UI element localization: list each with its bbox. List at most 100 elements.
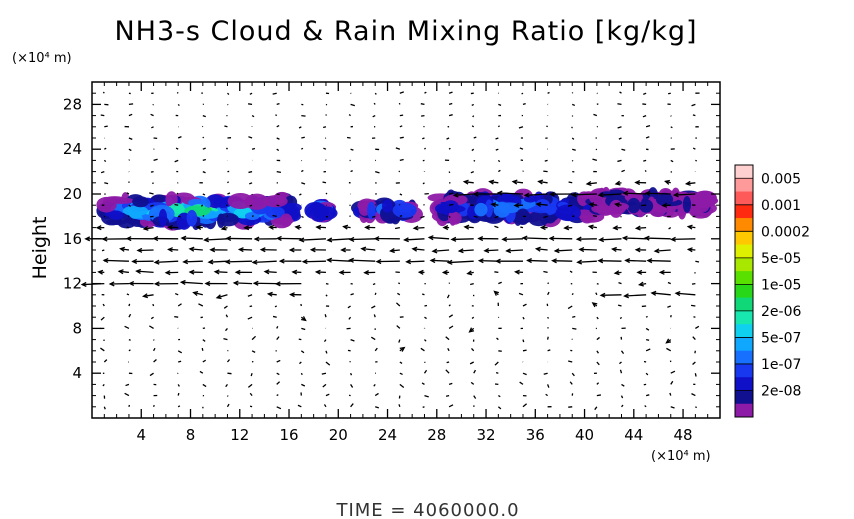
wind-vector-head bbox=[672, 192, 679, 198]
colorbar-swatch bbox=[735, 324, 753, 338]
wind-vector bbox=[620, 350, 625, 354]
cloud-cell-0 bbox=[265, 206, 285, 219]
colorbar-label: 0.005 bbox=[761, 171, 801, 187]
wind-vector-head bbox=[684, 180, 691, 186]
wind-vector bbox=[498, 192, 524, 195]
wind-vector-head bbox=[288, 247, 295, 253]
wind-vector-head bbox=[363, 270, 370, 276]
wind-vector-head bbox=[192, 291, 199, 296]
wind-vector-head bbox=[128, 280, 135, 287]
wind-vector-head bbox=[225, 235, 232, 242]
wind-vector bbox=[100, 114, 105, 117]
wind-vector bbox=[621, 383, 625, 387]
wind-vector bbox=[374, 292, 377, 296]
wind-vector-head bbox=[166, 224, 173, 230]
wind-vector bbox=[617, 304, 622, 307]
wind-vector bbox=[177, 103, 180, 107]
wind-vector bbox=[670, 380, 674, 385]
wind-vector-head bbox=[462, 179, 469, 185]
wind-vector bbox=[276, 406, 282, 410]
wind-vector bbox=[671, 238, 696, 241]
wind-vector bbox=[350, 148, 354, 151]
wind-vector bbox=[251, 360, 254, 363]
wind-vector bbox=[619, 361, 622, 365]
wind-vector-head bbox=[291, 269, 298, 275]
wind-vector bbox=[350, 170, 353, 173]
wind-vector-head bbox=[634, 247, 641, 253]
cloud-cell-1 bbox=[310, 203, 326, 210]
wind-vector bbox=[128, 303, 131, 307]
wind-vector-head bbox=[623, 293, 629, 299]
wind-vector bbox=[102, 383, 105, 387]
wind-vector-head bbox=[253, 236, 260, 242]
colorbar-frame bbox=[734, 164, 754, 418]
wind-vector bbox=[547, 384, 550, 388]
wind-vector-head bbox=[548, 235, 555, 242]
wind-vector-head bbox=[289, 292, 295, 298]
wind-vector bbox=[522, 349, 527, 352]
wind-vector-head bbox=[612, 225, 619, 231]
wind-vector bbox=[153, 158, 158, 162]
colorbar-swatch bbox=[735, 178, 753, 193]
wind-vector bbox=[617, 103, 622, 106]
wind-vector-head bbox=[309, 247, 316, 253]
wind-vector-head bbox=[585, 181, 592, 187]
colorbar-label: 1e-05 bbox=[761, 277, 801, 293]
x-tick-label: 20 bbox=[329, 426, 348, 444]
wind-vector bbox=[128, 103, 134, 106]
wind-vector bbox=[299, 238, 326, 241]
wind-vector-head bbox=[513, 269, 520, 275]
wind-vector bbox=[374, 92, 377, 95]
wind-vector bbox=[375, 406, 380, 409]
wind-vector bbox=[274, 305, 277, 308]
wind-vector bbox=[321, 372, 327, 375]
wind-vector-head bbox=[431, 248, 438, 254]
wind-vector bbox=[429, 236, 450, 240]
wind-vector bbox=[497, 125, 500, 128]
wind-vector-head bbox=[274, 281, 281, 287]
wind-vector bbox=[694, 272, 696, 274]
wind-vector-head bbox=[665, 338, 672, 344]
wind-vector bbox=[276, 372, 280, 376]
wind-vector bbox=[176, 91, 179, 94]
wind-vector bbox=[398, 282, 401, 285]
wind-vector bbox=[202, 359, 207, 363]
wind-vector-head bbox=[513, 202, 520, 208]
wind-vector bbox=[522, 372, 527, 376]
x-tick-label: 32 bbox=[476, 426, 495, 444]
wind-vector bbox=[399, 215, 403, 218]
colorbar-swatch bbox=[735, 204, 753, 219]
wind-vector bbox=[349, 372, 353, 376]
wind-vector bbox=[470, 282, 474, 286]
wind-vector bbox=[471, 148, 475, 152]
wind-vector-head bbox=[488, 179, 495, 185]
wind-vector bbox=[569, 381, 573, 385]
wind-vector bbox=[249, 392, 253, 396]
wind-vector bbox=[495, 137, 499, 140]
wind-vector bbox=[522, 339, 525, 343]
wind-vector-head bbox=[412, 225, 419, 231]
wind-vector bbox=[301, 182, 306, 185]
wind-vector bbox=[522, 316, 525, 320]
wind-vector bbox=[447, 348, 450, 352]
wind-vector bbox=[547, 326, 549, 329]
wind-vector bbox=[544, 159, 548, 162]
wind-vector bbox=[674, 193, 696, 196]
wind-vector-head bbox=[686, 247, 693, 253]
colorbar-swatch bbox=[735, 363, 753, 378]
wind-vector-head bbox=[136, 247, 143, 253]
wind-vector-head bbox=[326, 257, 333, 263]
wind-vector bbox=[204, 238, 228, 241]
wind-vector-head bbox=[375, 258, 382, 265]
wind-vector bbox=[519, 147, 524, 150]
wind-vector bbox=[525, 193, 548, 196]
wind-vector bbox=[643, 159, 647, 162]
wind-vector bbox=[519, 381, 524, 385]
wind-vector bbox=[555, 249, 573, 252]
wind-vector bbox=[620, 395, 624, 399]
wind-vector bbox=[406, 260, 425, 263]
wind-vector-head bbox=[472, 191, 479, 197]
wind-vector bbox=[226, 403, 230, 408]
